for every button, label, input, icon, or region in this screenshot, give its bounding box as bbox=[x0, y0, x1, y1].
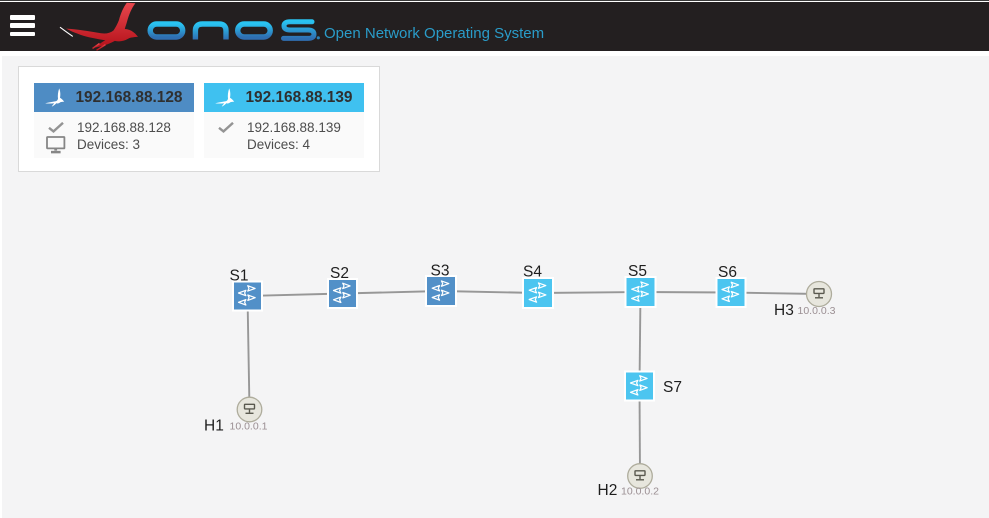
svg-text:S3: S3 bbox=[431, 263, 450, 280]
svg-text:H2: H2 bbox=[598, 482, 618, 499]
svg-text:H3: H3 bbox=[774, 302, 794, 319]
svg-text:H1: H1 bbox=[204, 418, 224, 435]
svg-text:S2: S2 bbox=[330, 265, 349, 282]
svg-text:S6: S6 bbox=[718, 264, 737, 281]
svg-text:S5: S5 bbox=[628, 263, 647, 280]
svg-text:S1: S1 bbox=[230, 268, 249, 285]
svg-text:10.0.0.3: 10.0.0.3 bbox=[798, 305, 836, 317]
svg-text:S7: S7 bbox=[663, 379, 682, 396]
svg-text:10.0.0.1: 10.0.0.1 bbox=[230, 421, 268, 433]
svg-text:10.0.0.2: 10.0.0.2 bbox=[621, 486, 659, 498]
svg-text:S4: S4 bbox=[523, 264, 542, 281]
